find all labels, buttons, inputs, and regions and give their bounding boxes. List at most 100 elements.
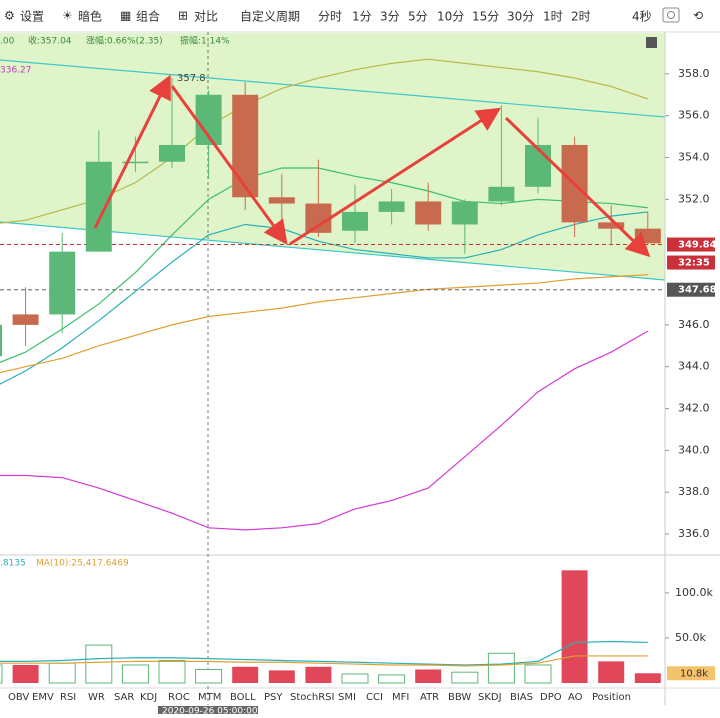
- info-change: 涨幅:0.66%(2.35): [86, 35, 163, 47]
- period-label[interactable]: 自定义周期: [240, 9, 300, 24]
- indicator-tab[interactable]: ATR: [420, 692, 439, 703]
- volume-bar: [524, 664, 552, 684]
- toolbar-item[interactable]: 对比: [194, 10, 218, 24]
- volume-bar: [12, 664, 39, 683]
- indicator-tab[interactable]: RSI: [60, 692, 76, 703]
- y-tick-label: 342.0: [678, 402, 710, 415]
- indicator-tab[interactable]: SAR: [114, 692, 134, 703]
- candle-body: [159, 144, 185, 162]
- indicator-tab[interactable]: Position: [592, 692, 631, 703]
- candle-body: [488, 186, 515, 202]
- indicator-tab[interactable]: DPO: [540, 692, 562, 703]
- vol-badge: 10.8k: [680, 668, 708, 679]
- toolbar-icon: ▦: [120, 9, 131, 23]
- indicator-tab[interactable]: PSY: [264, 692, 283, 703]
- indicator-tab[interactable]: MTM: [198, 692, 221, 703]
- info-amplitude: 振幅:1.14%: [180, 35, 230, 47]
- toolbar-item[interactable]: 组合: [136, 9, 160, 24]
- vol-ma-line: [0, 655, 648, 667]
- y-tick-label: 346.0: [678, 318, 710, 331]
- indicator-tab[interactable]: AO: [568, 692, 583, 703]
- more[interactable]: ⟲: [693, 9, 703, 23]
- candle-body: [525, 144, 551, 187]
- volume-bar: [634, 673, 661, 683]
- arrow: [504, 116, 651, 258]
- candle-body: [415, 201, 442, 225]
- volume-bar: [561, 570, 588, 683]
- period[interactable]: 分时: [318, 10, 342, 24]
- candle-body: [634, 228, 661, 244]
- y-tick-label: 336.0: [678, 527, 710, 540]
- ma-line: [0, 330, 649, 531]
- candle-body: [598, 222, 625, 229]
- countdown-seconds: 4秒: [632, 10, 652, 24]
- indicator-tab[interactable]: BOLL: [230, 692, 256, 703]
- volume-bar: [85, 644, 113, 684]
- volume-bar: [195, 668, 223, 684]
- indicator-tab[interactable]: SKDJ: [478, 692, 502, 703]
- vol-ma-line: [0, 640, 648, 666]
- info-open_partial: .00: [0, 37, 15, 47]
- period[interactable]: 15分: [472, 10, 499, 24]
- camera-icon[interactable]: [662, 7, 680, 23]
- indicator-tab[interactable]: SMI: [338, 692, 356, 703]
- vol-tick-label: 50.0k: [675, 631, 706, 644]
- vol-ma-partial: .8135: [0, 559, 26, 569]
- volume-bar: [305, 666, 332, 683]
- indicator-tab[interactable]: StochRSI: [290, 692, 334, 703]
- volume-bar: [121, 664, 149, 684]
- vol-tick-label: 100.0k: [675, 586, 713, 599]
- arrows: [93, 74, 651, 258]
- indicator-tab[interactable]: MFI: [392, 692, 409, 703]
- y-tick-label: 358.0: [678, 67, 710, 80]
- arrow: [93, 74, 171, 229]
- indicator-tab[interactable]: CCI: [366, 692, 383, 703]
- period[interactable]: 5分: [408, 10, 428, 24]
- vol-ma-text: MA(10):25,417.6469: [36, 559, 129, 569]
- volume-bar: [0, 664, 3, 684]
- mark-price: 347.68: [678, 285, 717, 296]
- period[interactable]: 2时: [571, 10, 591, 24]
- toolbar-item[interactable]: 暗色: [78, 9, 102, 24]
- camera-lens: [667, 11, 675, 19]
- countdown-bg: [667, 255, 715, 270]
- indicator-tab[interactable]: KDJ: [140, 692, 157, 703]
- period[interactable]: 1分: [352, 10, 372, 24]
- date-bg: [158, 706, 258, 716]
- volume-bar: [415, 669, 442, 683]
- indicator-tab[interactable]: BIAS: [510, 692, 533, 703]
- mark-price-bg: [667, 282, 715, 297]
- volume-bar: [48, 662, 76, 684]
- volume-bar: [451, 671, 479, 684]
- fullscreen-icon[interactable]: [646, 37, 657, 48]
- last-price-bg: [667, 237, 715, 252]
- annotation: 357.8: [177, 73, 206, 84]
- indicator-tab[interactable]: BBW: [448, 692, 471, 703]
- volume-bar: [268, 670, 295, 683]
- candle-body: [12, 314, 39, 325]
- toolbar-icon: ⊞: [178, 9, 188, 23]
- candle-body: [342, 211, 368, 231]
- candle-body: [451, 201, 478, 225]
- indicator-tab[interactable]: EMV: [32, 692, 54, 703]
- period[interactable]: 1时: [543, 10, 563, 24]
- ma-line: [0, 274, 648, 374]
- y-tick-label: 356.0: [678, 109, 710, 122]
- date-label: 2020-09-26 05:00:00: [162, 707, 258, 715]
- ma-line: [0, 211, 648, 385]
- indicator-tab[interactable]: ROC: [168, 692, 190, 703]
- indicator-tab[interactable]: OBV: [8, 692, 29, 703]
- vol-badge-bg: [667, 666, 715, 681]
- volume-bar: [378, 674, 406, 684]
- y-tick-label: 354.0: [678, 151, 710, 164]
- candle-body: [232, 94, 259, 198]
- candle-body: [85, 161, 112, 252]
- indicator-tab[interactable]: WR: [88, 692, 105, 703]
- period[interactable]: 10分: [437, 10, 464, 24]
- period[interactable]: 30分: [507, 10, 534, 24]
- info-close: 收:357.04: [28, 35, 72, 47]
- candle-body: [0, 324, 2, 357]
- toolbar-icon: ☀: [62, 9, 73, 23]
- toolbar-item[interactable]: 设置: [20, 10, 44, 24]
- period[interactable]: 3分: [380, 10, 400, 24]
